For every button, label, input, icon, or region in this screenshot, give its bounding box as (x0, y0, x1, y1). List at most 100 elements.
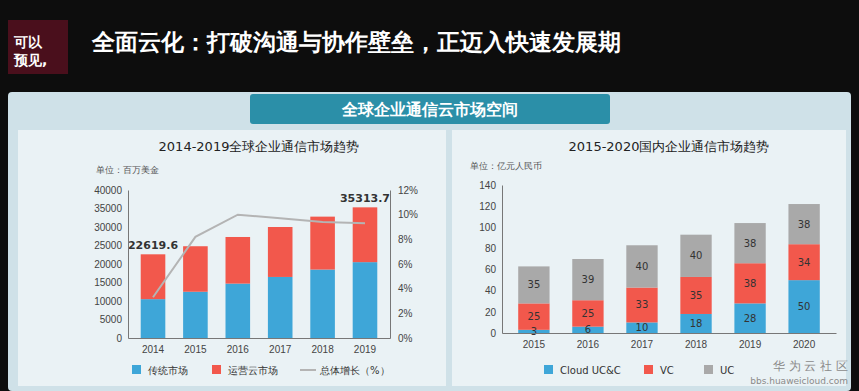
data-label: 25 (528, 311, 541, 322)
data-label: 38 (744, 238, 757, 249)
tick-label: 0 (490, 328, 496, 339)
axis-line (502, 186, 503, 334)
unit-label: 单位：百万美金 (96, 165, 159, 175)
data-label: 33 (636, 299, 649, 310)
bar (310, 217, 335, 270)
tick-label: 2015 (523, 339, 546, 350)
tick: 25000 (94, 240, 122, 251)
tick-label: 120 (479, 201, 496, 212)
data-label: 38 (744, 278, 757, 289)
tick-label: 0 (116, 333, 122, 344)
axis-line (390, 191, 391, 339)
background (0, 0, 859, 391)
tick-label: 30000 (94, 222, 122, 233)
tick: 140 (479, 180, 496, 191)
tick-label: 10000 (94, 296, 122, 307)
legend-swatch (132, 365, 141, 374)
bar (183, 292, 208, 338)
tick: 2016 (577, 339, 600, 350)
legend-swatch (644, 365, 653, 374)
tick-label: 12% (398, 185, 418, 196)
legend-label: 运营云市场 (228, 365, 278, 376)
tick: 60 (485, 264, 497, 275)
watermark: bbs.huaweicloud.com (750, 376, 848, 386)
tick-label: 20000 (94, 259, 122, 270)
tick: 6% (398, 259, 413, 270)
bar (310, 270, 335, 338)
tick: 40 (485, 285, 497, 296)
tick-label: 0% (398, 333, 413, 344)
tick: 2017 (631, 339, 654, 350)
tick: 35000 (94, 203, 122, 214)
data-label: 35 (528, 279, 541, 290)
slide-title: 全面云化：打破沟通与协作壁垒，正迈入快速发展期 (91, 29, 621, 55)
tick: 2014 (142, 344, 165, 355)
tick: 2020 (793, 339, 816, 350)
bar (353, 207, 378, 262)
tick: 120 (479, 201, 496, 212)
tick: 2015 (184, 344, 207, 355)
tick: 10000 (94, 296, 122, 307)
tick: 10% (398, 209, 418, 220)
chart-panel (18, 130, 446, 386)
bar (626, 288, 657, 323)
data-label: 34 (798, 257, 811, 268)
tick: 0 (116, 333, 122, 344)
tick: 2% (398, 308, 413, 319)
tick: 0 (490, 328, 496, 339)
plot-area (141, 207, 378, 338)
bar (788, 244, 819, 280)
bar (141, 299, 166, 338)
tick-label: 8% (398, 234, 413, 245)
unit-label: 单位：亿元人民币 (470, 161, 542, 171)
bar (518, 266, 549, 303)
total-label: 35313.7 (340, 192, 390, 205)
tick-label: 2019 (739, 339, 762, 350)
bar (268, 277, 293, 338)
tick-label: 25000 (94, 240, 122, 251)
tick: 4% (398, 283, 413, 294)
bar (183, 246, 208, 292)
total-label: 22619.6 (128, 239, 178, 252)
data-label: 40 (636, 261, 649, 272)
tick-label: 2014 (142, 344, 165, 355)
logo-text: 预见, (13, 52, 47, 68)
logo-text: 可以 (13, 34, 43, 50)
bar (226, 237, 251, 284)
tick: 2017 (269, 344, 292, 355)
tick: 2018 (311, 344, 334, 355)
tick: 5000 (100, 314, 123, 325)
legend-label: UC (720, 365, 734, 376)
data-label: 3 (531, 326, 537, 337)
bar (572, 300, 603, 326)
bar (734, 223, 765, 263)
tick-label: 2015 (184, 344, 207, 355)
data-label: 39 (582, 274, 595, 285)
page: 可以预见, 全面云化：打破沟通与协作壁垒，正迈入快速发展期全球企业通信云市场空间 2… (0, 0, 859, 391)
tick: 8% (398, 234, 413, 245)
axis-line (503, 333, 837, 334)
bar (626, 322, 657, 333)
axis-line (129, 338, 391, 339)
tick: 2018 (685, 339, 708, 350)
axis-line (128, 191, 129, 339)
axis: 020406080100120140 (479, 180, 502, 339)
chart-title: 2014-2019全球企业通信市场趋势 (159, 139, 360, 154)
tick: 2019 (739, 339, 762, 350)
legend-label: 总体增长（%） (319, 365, 390, 376)
tick: 2015 (523, 339, 546, 350)
legend-label: Cloud UC&C (560, 365, 621, 376)
banner-text: 全球企业通信云市场空间 (341, 100, 518, 119)
bar (734, 263, 765, 303)
tick: 15000 (94, 277, 122, 288)
tick-label: 4% (398, 283, 413, 294)
legend-label: VC (660, 365, 674, 376)
line (153, 215, 365, 298)
legend-swatch (704, 365, 713, 374)
tick: 2016 (227, 344, 250, 355)
tick-label: 2018 (311, 344, 334, 355)
logo-box (8, 20, 68, 74)
banner-box (250, 94, 610, 124)
tick-label: 5000 (100, 314, 123, 325)
legend-swatch (300, 369, 316, 371)
